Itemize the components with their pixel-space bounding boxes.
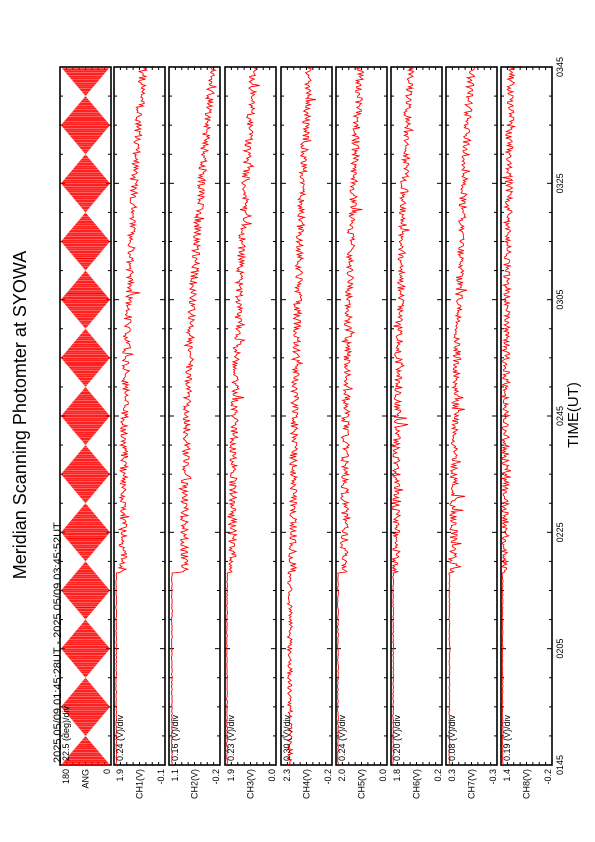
ytick-top-label: 180 xyxy=(61,769,71,784)
panel-frame xyxy=(445,66,498,766)
panels-group: 22.5 (deg)/div 180 ANG 0 0.24 (V)/div 1.9 CH1(… xyxy=(59,66,553,799)
ytick-bottom-label: 0.2 xyxy=(433,769,443,782)
panel-2: 0.24 (V)/div 1.9 CH1(V) -0.1 xyxy=(113,66,166,799)
x-tick-label: 0325 xyxy=(555,173,565,193)
series-trace xyxy=(500,67,517,765)
panel-7: 0.20 (V)/div 1.8 CH6(V) 0.2 xyxy=(390,66,443,799)
panel-5: 0.30 (V)/div 2.3 CH4(V) -0.2 xyxy=(280,66,333,799)
panel-1: 22.5 (deg)/div 180 ANG 0 xyxy=(59,66,112,789)
scale-label: 22.5 (deg)/div xyxy=(61,705,71,761)
ytick-top-label: 1.9 xyxy=(226,769,236,782)
series-trace xyxy=(226,67,260,766)
series-trace xyxy=(115,67,149,766)
ytick-bottom-label: 0 xyxy=(102,769,112,774)
scale-label: 0.20 (V)/div xyxy=(392,714,402,761)
panel-frame xyxy=(335,66,388,766)
angle-trace xyxy=(61,67,110,766)
panel-frame xyxy=(280,66,333,766)
panel-ylabel: CH6(V) xyxy=(412,769,422,799)
chart-title: Meridian Scanning Photomter at SYOWA xyxy=(10,251,30,579)
x-tick-label: 0245 xyxy=(555,406,565,426)
panel-9: 0.19 (V)/div 1.4 CH8(V) -0.2 xyxy=(500,66,553,799)
ytick-top-label: 1.4 xyxy=(502,769,512,782)
scale-label: 0.16 (V)/div xyxy=(170,714,180,761)
ytick-top-label: 1.8 xyxy=(392,769,402,782)
scale-label: 0.23 (V)/div xyxy=(226,714,236,761)
panel-frame xyxy=(224,66,277,766)
ytick-bottom-label: -0.2 xyxy=(323,769,333,785)
x-tick-label: 0345 xyxy=(555,57,565,77)
panel-ylabel: CH7(V) xyxy=(467,769,477,799)
series-trace xyxy=(390,67,415,766)
panel-ylabel: ANG xyxy=(81,769,91,789)
ytick-bottom-label: 0.0 xyxy=(378,769,388,782)
series-trace xyxy=(286,67,316,766)
panel-ylabel: CH2(V) xyxy=(190,769,200,799)
ytick-bottom-label: -0.3 xyxy=(488,769,498,785)
ytick-bottom-label: -0.2 xyxy=(543,769,553,785)
ytick-bottom-label: -0.1 xyxy=(156,769,166,785)
panel-ylabel: CH3(V) xyxy=(246,769,256,799)
panel-ylabel: CH1(V) xyxy=(135,769,145,799)
panel-ylabel: CH5(V) xyxy=(357,769,367,799)
panel-ylabel: CH4(V) xyxy=(302,769,312,799)
scale-label: 0.24 (V)/div xyxy=(337,714,347,761)
x-axis: 0145 0205 0225 0245 0305 0325 0345 xyxy=(555,57,565,775)
x-tick-label: 0145 xyxy=(555,755,565,775)
x-tick-label: 0205 xyxy=(555,639,565,659)
panel-frame xyxy=(168,66,221,766)
series-trace xyxy=(170,67,217,766)
scale-label: 0.30 (V)/div xyxy=(282,714,292,761)
ytick-bottom-label: -0.2 xyxy=(211,769,221,785)
scale-label: 0.08 (V)/div xyxy=(447,714,457,761)
scale-label: 0.24 (V)/div xyxy=(115,714,125,761)
time-range-label: 2025 05/09 01:45:28UT - 2025 05/09 03:45… xyxy=(52,522,64,763)
panel-ylabel: CH8(V) xyxy=(522,769,532,799)
x-tick-label: 0305 xyxy=(555,290,565,310)
x-axis-label: TIME(UT) xyxy=(565,382,582,448)
series-trace xyxy=(336,67,365,766)
series-trace xyxy=(447,67,476,766)
ytick-top-label: 2.3 xyxy=(282,769,292,782)
ytick-bottom-label: 0.0 xyxy=(267,769,277,782)
panel-6: 0.24 (V)/div 2.0 CH5(V) 0.0 xyxy=(335,66,388,799)
ytick-top-label: 1.1 xyxy=(170,769,180,782)
panel-8: 0.08 (V)/div 0.3 CH7(V) -0.3 xyxy=(445,66,498,799)
x-tick-label: 0225 xyxy=(555,522,565,542)
panel-3: 0.16 (V)/div 1.1 CH2(V) -0.2 xyxy=(168,66,221,799)
scale-label: 0.19 (V)/div xyxy=(502,714,512,761)
panel-frame xyxy=(113,66,166,766)
ytick-top-label: 1.9 xyxy=(115,769,125,782)
panel-4: 0.23 (V)/div 1.9 CH3(V) 0.0 xyxy=(224,66,277,799)
ytick-top-label: 2.0 xyxy=(337,769,347,782)
ytick-top-label: 0.3 xyxy=(447,769,457,782)
